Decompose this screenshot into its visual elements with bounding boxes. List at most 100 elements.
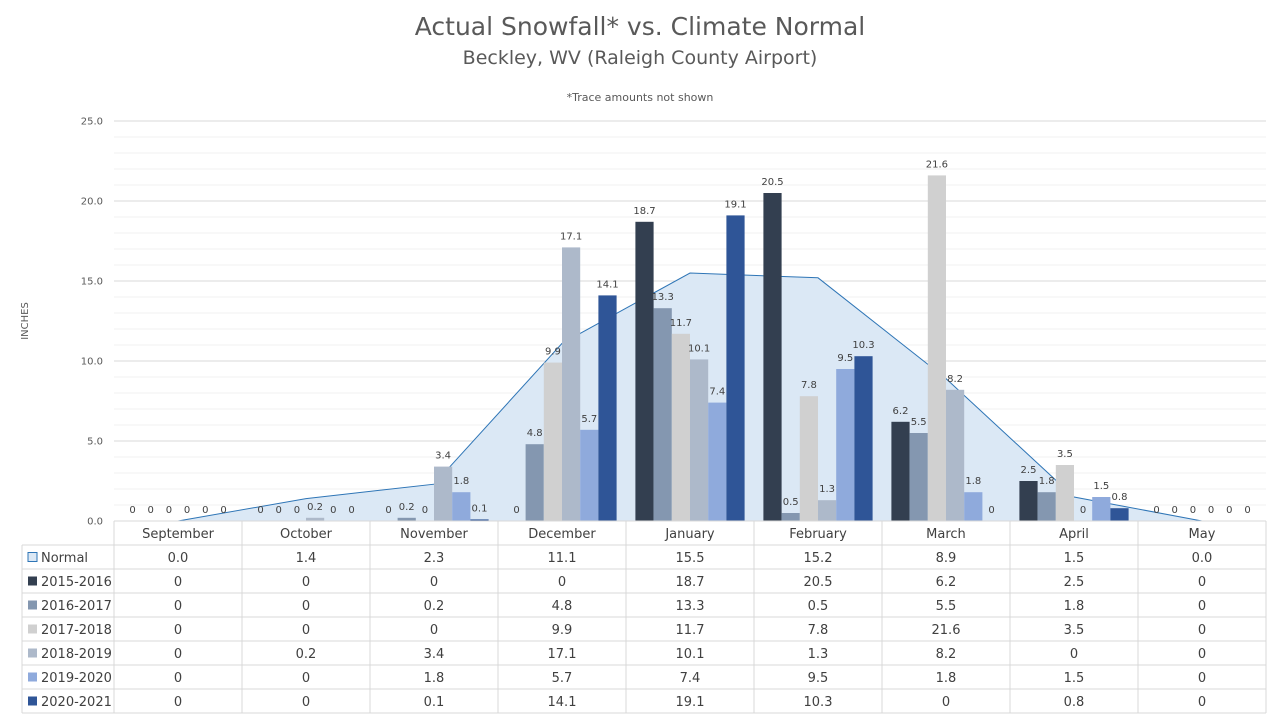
bar-data-label: 5.7 [581, 414, 597, 425]
bar-data-label: 11.7 [670, 318, 692, 329]
bar-data-label: 0 [385, 505, 391, 516]
table-cell: 0.2 [424, 599, 445, 614]
bar [434, 466, 453, 521]
bar-data-label: 9.5 [837, 353, 853, 364]
table-row-label: 2019-2020 [41, 671, 112, 686]
table-category-header: May [1189, 527, 1216, 542]
legend-key [27, 552, 38, 562]
table-cell: 1.3 [808, 647, 829, 662]
bar [397, 517, 416, 521]
table-cell: 21.6 [932, 623, 961, 638]
bar-data-label: 1.8 [965, 476, 981, 487]
bars-layer [306, 175, 1129, 522]
table-cell: 3.5 [1064, 623, 1085, 638]
bar-data-label: 0 [330, 505, 336, 516]
bar [525, 444, 544, 521]
legend-key [28, 648, 37, 658]
table-cell: 0 [174, 647, 182, 662]
table-cell: 6.2 [936, 575, 957, 590]
bar-data-label: 0 [988, 505, 994, 516]
bar-data-label: 2.5 [1021, 465, 1037, 476]
normal-line [177, 272, 1203, 522]
bar-data-label: 0 [1190, 505, 1196, 516]
y-tick-label: 0.0 [87, 517, 103, 528]
table-cell: 19.1 [676, 695, 705, 710]
table-cell: 0 [302, 623, 310, 638]
table-cell: 0.8 [1064, 695, 1085, 710]
table-cell: 0 [1198, 623, 1206, 638]
table-cell: 7.8 [808, 623, 829, 638]
table-cell: 0.1 [424, 695, 445, 710]
bar-data-label: 0 [220, 505, 226, 516]
table-cell: 0 [302, 695, 310, 710]
bar-data-label: 13.3 [652, 292, 674, 303]
bar-data-label: 10.1 [688, 343, 710, 354]
table-cell: 0 [302, 575, 310, 590]
bar [1019, 481, 1038, 521]
table-cell: 1.4 [296, 551, 317, 566]
bar-data-label: 17.1 [560, 231, 582, 242]
table-row-label: 2020-2021 [41, 695, 112, 710]
legend-key [28, 696, 37, 706]
table-cell: 8.9 [936, 551, 957, 566]
bar [543, 362, 562, 521]
y-axis-ticks: 0.0 5.0 10.0 15.0 20.0 25.0 [81, 117, 103, 528]
chart-title: Actual Snowfall* vs. Climate Normal [415, 12, 866, 41]
table-category-header: January [664, 527, 715, 542]
table-cell: 5.7 [552, 671, 573, 686]
table-cell: 1.8 [424, 671, 445, 686]
y-tick-label: 25.0 [81, 117, 103, 128]
table-cell: 0.2 [296, 647, 317, 662]
y-tick-label: 15.0 [81, 277, 103, 288]
bar-data-label: 18.7 [633, 206, 655, 217]
table-row-label: 2016-2017 [41, 599, 112, 614]
table-category-header: December [528, 527, 596, 542]
table-cell: 11.1 [548, 551, 577, 566]
bar-data-label: 10.3 [852, 340, 874, 351]
table-cell: 0 [558, 575, 566, 590]
table-cell: 0 [1198, 647, 1206, 662]
table-cell: 8.2 [936, 647, 957, 662]
table-category-header: February [789, 527, 847, 542]
table-cell: 18.7 [676, 575, 705, 590]
table-cell: 17.1 [548, 647, 577, 662]
table-cell: 0 [302, 671, 310, 686]
bar [635, 221, 654, 522]
bar-data-label: 20.5 [761, 177, 783, 188]
bar-data-label: 9.9 [545, 347, 561, 358]
bar [927, 175, 946, 521]
bar-data-label: 0 [1172, 505, 1178, 516]
bar [562, 247, 581, 521]
table-cell: 13.3 [676, 599, 705, 614]
bar [1092, 497, 1111, 521]
table-cell: 7.4 [680, 671, 701, 686]
table-cell: 0 [174, 575, 182, 590]
bar-data-label: 0 [1226, 505, 1232, 516]
bar [854, 356, 873, 521]
bar [671, 333, 690, 521]
legend-key [28, 600, 37, 610]
bar [1055, 465, 1074, 521]
table-cell: 5.5 [936, 599, 957, 614]
bar-data-label: 1.8 [1039, 476, 1055, 487]
bar-data-label: 8.2 [947, 374, 963, 385]
table-row-label: 2015-2016 [41, 575, 112, 590]
data-table: September October November December January F… [21, 520, 1267, 714]
table-cell: 0 [1198, 671, 1206, 686]
y-tick-label: 5.0 [87, 437, 103, 448]
table-cell: 0 [1198, 575, 1206, 590]
bar [818, 500, 837, 521]
bar-data-label: 0 [1208, 505, 1214, 516]
table-category-header: April [1059, 527, 1089, 542]
y-tick-label: 20.0 [81, 197, 103, 208]
table-cell: 15.2 [804, 551, 833, 566]
table-cell: 9.9 [552, 623, 573, 638]
bar [580, 429, 599, 521]
table-cell: 11.7 [676, 623, 705, 638]
table-category-header: November [400, 527, 468, 542]
table-cell: 10.3 [804, 695, 833, 710]
bar-data-label: 0 [348, 505, 354, 516]
bar-data-label: 3.4 [435, 451, 451, 462]
table-category-header: October [280, 527, 333, 542]
